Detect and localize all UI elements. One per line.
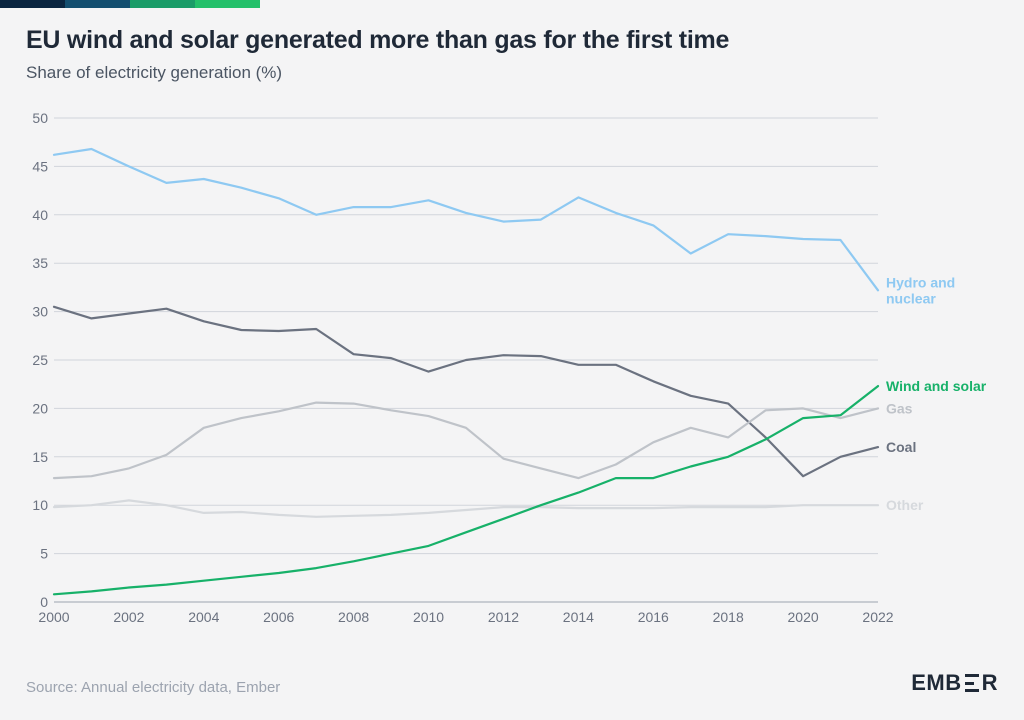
svg-text:45: 45 xyxy=(32,158,48,174)
svg-text:25: 25 xyxy=(32,352,48,368)
svg-text:2012: 2012 xyxy=(488,609,519,625)
svg-text:40: 40 xyxy=(32,207,48,223)
accent-bar xyxy=(0,0,260,8)
svg-text:35: 35 xyxy=(32,255,48,271)
svg-text:2022: 2022 xyxy=(862,609,893,625)
svg-text:20: 20 xyxy=(32,400,48,416)
svg-text:Wind and solar: Wind and solar xyxy=(886,378,987,394)
svg-text:2008: 2008 xyxy=(338,609,369,625)
svg-text:2016: 2016 xyxy=(638,609,669,625)
svg-text:2010: 2010 xyxy=(413,609,444,625)
svg-text:2000: 2000 xyxy=(38,609,69,625)
ember-logo: EMB R xyxy=(911,670,998,696)
svg-text:2018: 2018 xyxy=(713,609,744,625)
svg-text:2006: 2006 xyxy=(263,609,294,625)
svg-text:15: 15 xyxy=(32,449,48,465)
svg-text:Other: Other xyxy=(886,497,924,513)
footer: Source: Annual electricity data, Ember E… xyxy=(26,670,998,696)
svg-text:nuclear: nuclear xyxy=(886,290,936,306)
logo-text-after: R xyxy=(982,670,998,696)
source-text: Source: Annual electricity data, Ember xyxy=(26,679,280,696)
svg-text:Hydro and: Hydro and xyxy=(886,274,955,290)
svg-text:0: 0 xyxy=(40,594,48,610)
svg-text:Gas: Gas xyxy=(886,400,913,416)
line-chart: 0 5 10 15 20 25 30 35 40 45 50 2000 2002 2004 2006 2008… xyxy=(26,110,998,630)
svg-text:2020: 2020 xyxy=(788,609,819,625)
logo-bars-icon xyxy=(965,674,979,692)
svg-text:2014: 2014 xyxy=(563,609,594,625)
svg-text:2002: 2002 xyxy=(113,609,144,625)
svg-text:5: 5 xyxy=(40,546,48,562)
logo-text-before: EMB xyxy=(911,670,961,696)
svg-text:50: 50 xyxy=(32,110,48,126)
header: EU wind and solar generated more than ga… xyxy=(26,26,998,83)
svg-text:Coal: Coal xyxy=(886,439,916,455)
chart-title: EU wind and solar generated more than ga… xyxy=(26,26,998,55)
svg-text:30: 30 xyxy=(32,304,48,320)
svg-text:10: 10 xyxy=(32,497,48,513)
chart-subtitle: Share of electricity generation (%) xyxy=(26,63,998,83)
svg-text:2004: 2004 xyxy=(188,609,219,625)
